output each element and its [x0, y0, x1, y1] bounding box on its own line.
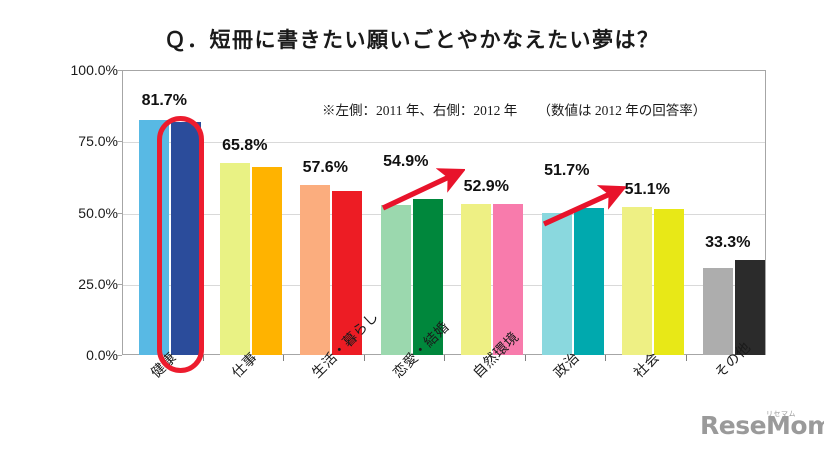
x-axis-tick-mark [605, 355, 606, 361]
x-axis-tick-mark [202, 355, 204, 361]
watermark-kana: リセマム [766, 411, 796, 418]
y-axis-tick-mark [117, 141, 122, 143]
bar-2011[interactable] [541, 213, 572, 355]
bar-2012[interactable] [171, 122, 202, 355]
bar-2011[interactable] [622, 206, 653, 355]
bar-2011[interactable] [461, 204, 492, 355]
bar-2012[interactable] [412, 198, 443, 355]
bar-group [292, 70, 363, 355]
x-axis-tick-mark [363, 355, 365, 361]
y-axis-tick-mark [117, 283, 122, 285]
bar-value-label: 81.7% [141, 91, 187, 109]
bar-group [534, 70, 604, 355]
bar-value-label: 52.9% [463, 178, 509, 196]
y-axis-tick-label: 0.0% [86, 347, 118, 363]
gridline [123, 142, 765, 144]
y-axis-tick-label: 50.0% [78, 204, 118, 221]
bar-2012[interactable] [251, 167, 282, 355]
y-axis-tick-mark [117, 355, 122, 356]
bar-value-label: 65.8% [222, 136, 268, 154]
bar-2011[interactable] [702, 268, 733, 355]
bar-value-label: 57.6% [302, 158, 348, 176]
gridline [123, 213, 765, 215]
bar-value-label: 51.1% [624, 180, 670, 198]
bar-group [373, 70, 443, 355]
bar-2011[interactable] [219, 162, 250, 355]
chart-note: ※左側：2011 年、右側：2012 年 （数値は 2012 年の回答率） [322, 103, 707, 118]
x-axis-tick-mark [524, 355, 526, 361]
bar-2012[interactable] [573, 207, 604, 355]
y-axis-tick-label: 75.0% [78, 133, 118, 150]
bar-2012[interactable] [734, 260, 765, 355]
y-axis: 100.0% 75.0% 50.0% 25.0% 0.0% [40, 62, 118, 363]
bar-2011[interactable] [300, 184, 331, 355]
bar-2012[interactable] [493, 204, 524, 355]
x-axis-tick-mark [444, 355, 445, 361]
bar-group [453, 70, 524, 355]
bar-value-label: 54.9% [383, 152, 429, 170]
bar-group [614, 70, 685, 355]
y-axis-tick-label: 25.0% [78, 275, 118, 292]
bars-layer [122, 70, 766, 355]
bar-group [131, 70, 202, 355]
bar-2011[interactable] [139, 119, 170, 355]
y-axis-tick-mark [117, 70, 122, 71]
bar-group [212, 70, 282, 355]
bar-2012[interactable] [332, 190, 363, 355]
bar-2011[interactable] [380, 205, 411, 355]
gridline [123, 284, 765, 286]
page-title: Ｑ．短冊に書きたい願いごとやかなえたい夢は？ [164, 29, 660, 52]
y-axis-tick-mark [117, 212, 122, 214]
bar-value-label: 51.7% [544, 161, 590, 179]
watermark-logo: ReseMom. リセマム [700, 411, 824, 440]
x-axis-tick-mark [685, 355, 687, 361]
bar-2012[interactable] [654, 209, 685, 355]
x-axis-tick-mark [283, 355, 284, 361]
y-axis-tick-label: 100.0% [70, 62, 118, 78]
watermark-brand: ReseMom [700, 411, 824, 440]
bar-group [695, 70, 765, 355]
bar-value-label: 33.3% [705, 234, 751, 252]
